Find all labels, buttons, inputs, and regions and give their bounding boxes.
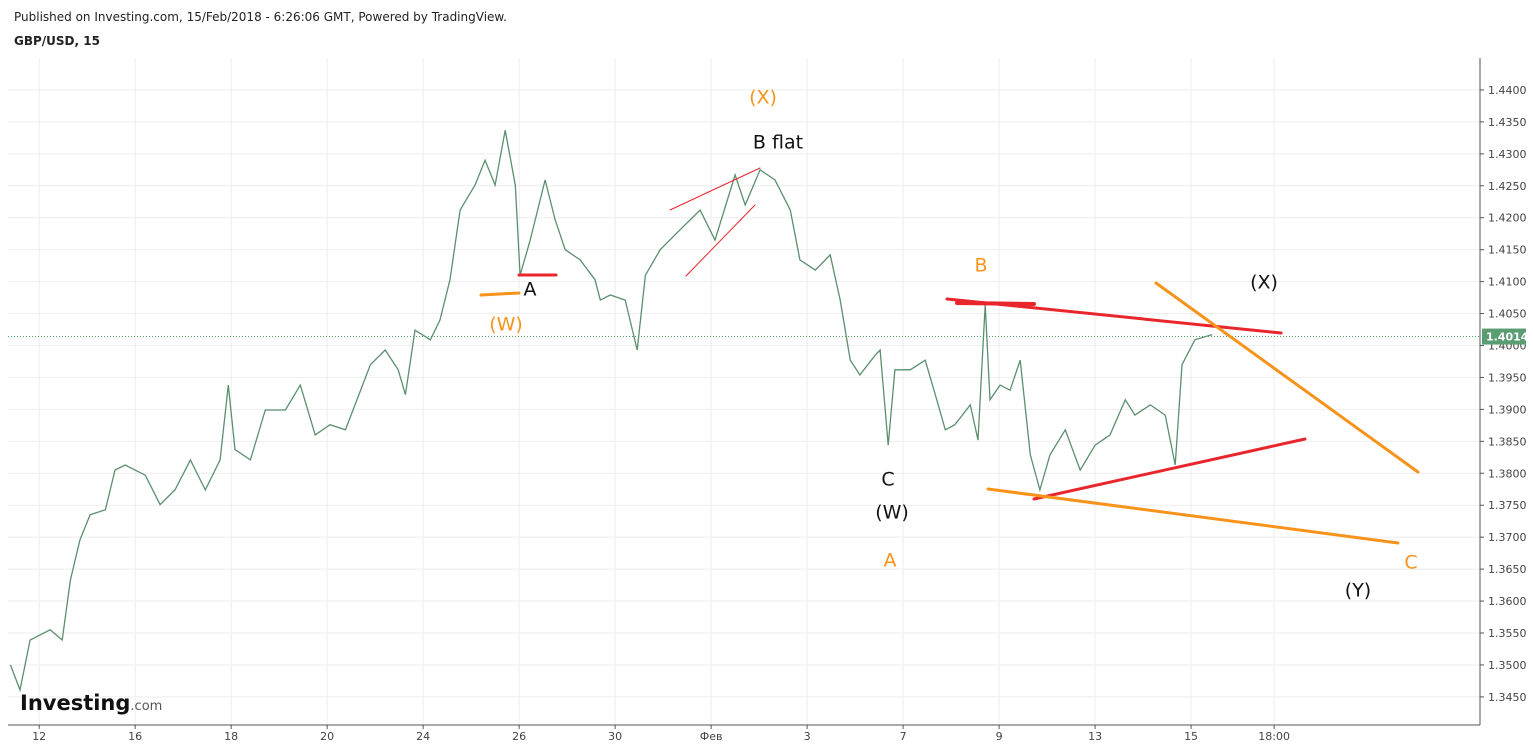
trend-line <box>685 204 756 277</box>
annotation: C <box>1404 552 1417 574</box>
trend-line <box>1032 437 1307 501</box>
annotations: (X) B flat A (W) B (X) C (W) A C (Y) <box>489 87 1417 602</box>
annotation: (W) <box>875 502 909 524</box>
logo-suffix: .com <box>130 699 162 714</box>
x-tick-label: 7 <box>900 730 907 743</box>
logo: Investing.com <box>20 691 162 715</box>
logo-brand: Investing <box>20 691 130 715</box>
y-tick-label: 1.3500 <box>1488 659 1527 672</box>
annotation: A <box>524 279 537 301</box>
y-tick-label: 1.3450 <box>1488 691 1527 704</box>
x-tick-label: 18:00 <box>1258 730 1290 743</box>
y-tick-label: 1.4050 <box>1488 308 1527 321</box>
trend-line <box>986 487 1400 545</box>
annotation: (Y) <box>1345 580 1371 602</box>
y-tick-label: 1.4300 <box>1488 148 1527 161</box>
y-tick-label: 1.4200 <box>1488 212 1527 225</box>
symbol: GBP/USD, 15 <box>14 34 100 48</box>
trend-line <box>479 291 521 297</box>
y-tick-label: 1.3750 <box>1488 499 1527 512</box>
y-tick-label: 1.4400 <box>1488 84 1527 97</box>
x-tick-label: 12 <box>32 730 46 743</box>
y-tick-label: 1.3600 <box>1488 595 1527 608</box>
y-tick-label: 1.3650 <box>1488 563 1527 576</box>
x-tick-label: 3 <box>804 730 811 743</box>
annotation: (W) <box>489 314 523 336</box>
drawings <box>479 167 1420 545</box>
last-price-box <box>1482 328 1526 345</box>
y-tick-label: 1.4150 <box>1488 244 1527 257</box>
x-tick-label: 30 <box>608 730 622 743</box>
x-tick-label: 16 <box>128 730 142 743</box>
annotation: C <box>881 469 894 491</box>
published: Published on Investing.com, 15/Feb/2018 … <box>14 10 507 24</box>
x-tick-label: 13 <box>1088 730 1102 743</box>
price-line <box>9 130 1213 693</box>
x-tick-label: 24 <box>416 730 430 743</box>
x-tick-label: 9 <box>996 730 1003 743</box>
annotation: B flat <box>753 132 803 154</box>
x-tick-label: Фев <box>700 730 723 743</box>
plot <box>8 130 1480 693</box>
y-tick-label: 1.3800 <box>1488 467 1527 480</box>
trend-line <box>669 167 761 211</box>
annotation: A <box>884 550 897 572</box>
x-tick-label: 20 <box>320 730 334 743</box>
y-tick-label: 1.3700 <box>1488 531 1527 544</box>
x-tick-label: 15 <box>1184 730 1198 743</box>
annotation: B <box>974 255 987 277</box>
y-tick-label: 1.4100 <box>1488 276 1527 289</box>
y-tick-label: 1.3850 <box>1488 435 1527 448</box>
grid <box>8 58 1480 725</box>
y-tick-label: 1.3950 <box>1488 371 1527 384</box>
x-tick-label: 18 <box>224 730 238 743</box>
annotation: (X) <box>749 87 777 109</box>
annotation: (X) <box>1250 272 1278 294</box>
trend-line <box>955 301 1036 306</box>
y-tick-label: 1.3550 <box>1488 627 1527 640</box>
y-tick-label: 1.4350 <box>1488 116 1527 129</box>
y-tick-label: 1.4250 <box>1488 180 1527 193</box>
y-tick-label: 1.3900 <box>1488 403 1527 416</box>
x-tick-label: 26 <box>512 730 526 743</box>
trend-line <box>1154 281 1420 474</box>
last-price-label: 1.4014 <box>1486 331 1529 344</box>
